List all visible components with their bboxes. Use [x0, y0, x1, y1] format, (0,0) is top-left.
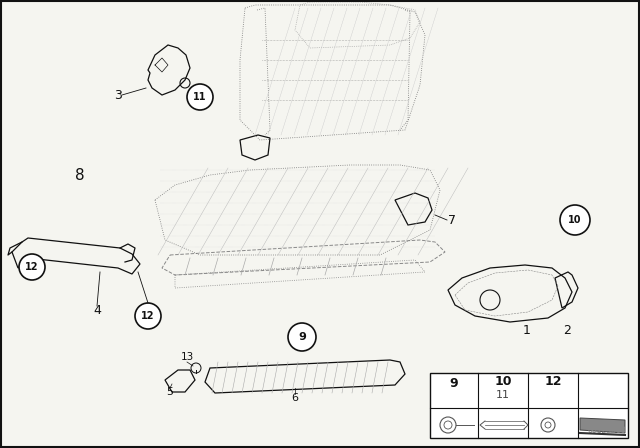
- Text: 13: 13: [180, 352, 194, 362]
- Circle shape: [135, 303, 161, 329]
- Polygon shape: [580, 418, 625, 433]
- Text: 11: 11: [193, 92, 207, 102]
- Text: 5: 5: [166, 387, 173, 397]
- Text: 00123860: 00123860: [588, 426, 626, 435]
- Circle shape: [187, 84, 213, 110]
- Text: 1: 1: [523, 323, 531, 336]
- Circle shape: [19, 254, 45, 280]
- Bar: [430, 373, 628, 438]
- Text: 6: 6: [291, 393, 298, 403]
- Text: 10: 10: [494, 375, 512, 388]
- Circle shape: [288, 323, 316, 351]
- Text: 2: 2: [563, 323, 571, 336]
- Text: 7: 7: [448, 214, 456, 227]
- Text: 12: 12: [544, 375, 562, 388]
- Text: 12: 12: [141, 311, 155, 321]
- Text: 3: 3: [114, 89, 122, 102]
- Text: 12: 12: [25, 262, 39, 272]
- Text: 9: 9: [450, 376, 458, 389]
- Text: 10: 10: [568, 215, 582, 225]
- Text: 11: 11: [496, 390, 510, 400]
- Text: 4: 4: [93, 303, 101, 316]
- Text: 9: 9: [298, 332, 306, 342]
- Circle shape: [560, 205, 590, 235]
- Text: 8: 8: [75, 168, 85, 182]
